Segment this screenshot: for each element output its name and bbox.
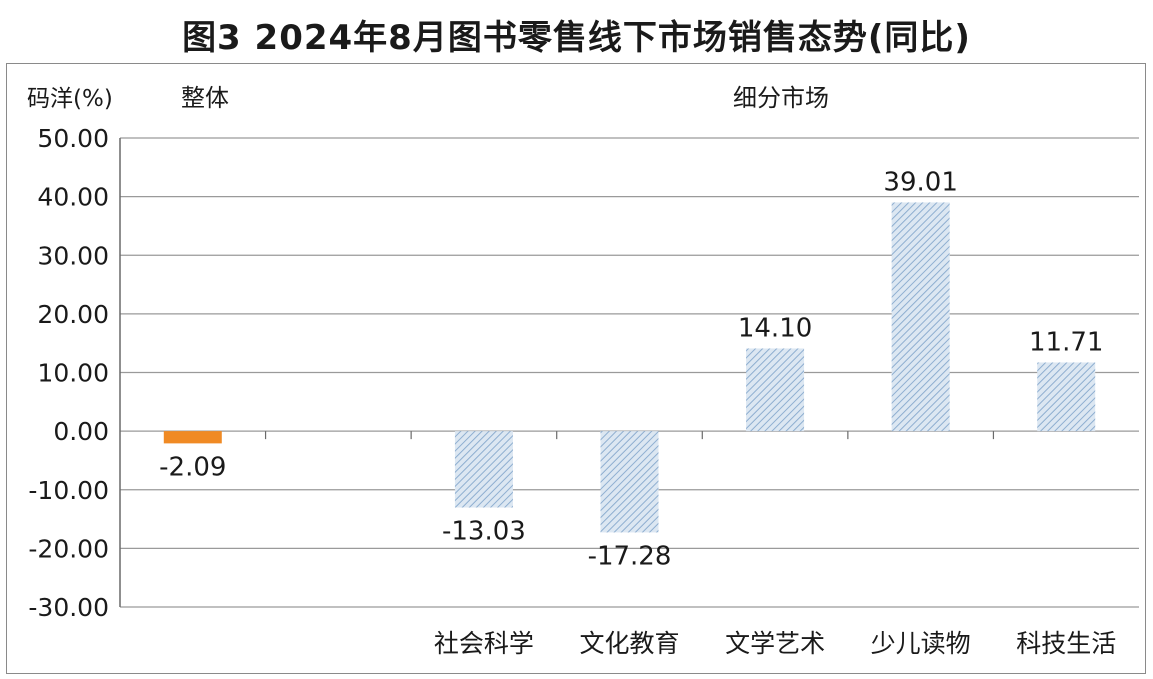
y-tick-label: -30.00: [28, 593, 109, 622]
y-tick-label: 30.00: [37, 241, 109, 270]
bar-segment: [891, 202, 950, 432]
y-tick-label: 0.00: [53, 417, 109, 446]
bar-segment: [746, 348, 805, 432]
data-label: -17.28: [588, 541, 672, 571]
bar-segment: [1037, 362, 1096, 432]
group-label-overall: 整体: [181, 84, 229, 112]
data-label: 14.10: [738, 313, 812, 343]
bar-segment: [600, 431, 659, 533]
chart-frame: 50.00 40.00 30.00 20.00 10.00 0.00 -10.00 -20.0…: [6, 63, 1146, 674]
x-tick-label: 文化教育: [579, 629, 679, 658]
data-label: 11.71: [1029, 327, 1103, 357]
data-label: -13.03: [442, 517, 526, 547]
data-label: -2.09: [159, 452, 226, 482]
x-tick-label: 文学艺术: [725, 629, 825, 658]
y-tick-label: -10.00: [28, 476, 109, 505]
chart-title: 图3 2024年8月图书零售线下市场销售态势(同比): [182, 18, 971, 58]
y-tick-label: -20.00: [28, 534, 109, 563]
y-tick-label: 10.00: [37, 359, 109, 388]
x-tick-label: 少儿读物: [871, 629, 971, 658]
group-label-segments: 细分市场: [733, 84, 829, 112]
y-tick-label: 50.00: [37, 124, 109, 153]
y-tick-label: 20.00: [37, 300, 109, 329]
bar-segment: [454, 431, 513, 508]
y-axis-label: 码洋(%): [27, 86, 113, 112]
x-tick-label: 科技生活: [1016, 629, 1116, 658]
bar-overall: [163, 431, 222, 444]
x-tick-label: 社会科学: [434, 629, 534, 658]
bar-chart: 50.00 40.00 30.00 20.00 10.00 0.00 -10.00 -20.0…: [27, 84, 1139, 658]
y-tick-label: 40.00: [37, 183, 109, 212]
data-label: 39.01: [883, 167, 957, 197]
